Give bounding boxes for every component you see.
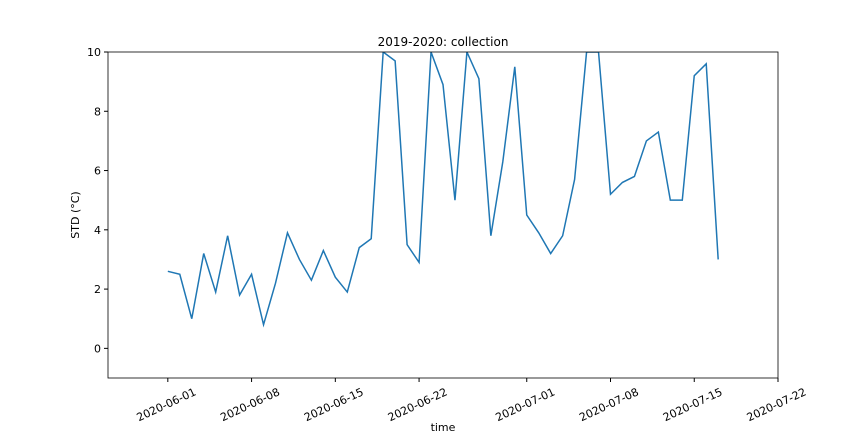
plot-frame	[107, 51, 779, 379]
x-axis-label: time	[431, 421, 456, 432]
y-axis-label: STD (°C)	[69, 191, 82, 238]
data-line	[167, 52, 719, 328]
y-tick-label: 8	[94, 105, 101, 118]
chart-title: 2019-2020: collection	[378, 35, 509, 49]
y-tick-label: 10	[87, 46, 101, 59]
y-tick-label: 6	[94, 165, 101, 178]
y-tick-label: 0	[94, 342, 101, 355]
y-tick-label: 2	[94, 283, 101, 296]
y-tick-label: 4	[94, 224, 101, 237]
